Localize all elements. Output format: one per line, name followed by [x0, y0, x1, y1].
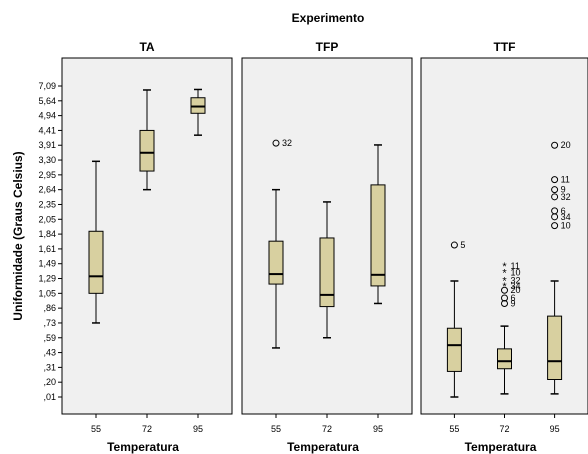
- y-tick-label: 3,30: [38, 155, 56, 165]
- outlier-label: 9: [511, 298, 516, 308]
- box-iqr: [191, 98, 205, 114]
- box-iqr: [140, 130, 154, 171]
- box-iqr: [548, 316, 562, 379]
- box-iqr: [89, 231, 103, 293]
- y-tick-label: ,73: [43, 318, 56, 328]
- panel-tfp: TFP 55 72 95 Temperatura 32: [242, 40, 412, 454]
- box-iqr: [447, 328, 461, 371]
- y-tick-label: 1,84: [38, 229, 56, 239]
- panel-title: TTF: [494, 40, 516, 54]
- y-tick-label: ,59: [43, 333, 56, 343]
- outlier-label: 32: [561, 192, 571, 202]
- outlier-label: 20: [561, 140, 571, 150]
- chart-title: Experimento: [292, 11, 365, 25]
- x-tick-label: 55: [91, 424, 101, 434]
- panel-title: TFP: [316, 40, 339, 54]
- x-tick-label: 55: [449, 424, 459, 434]
- y-tick-label: 7,09: [38, 81, 56, 91]
- x-tick-label: 95: [193, 424, 203, 434]
- x-tick-label: 55: [271, 424, 281, 434]
- box-iqr: [269, 241, 283, 284]
- y-tick-label: 4,94: [38, 111, 56, 121]
- y-tick-label: ,86: [43, 303, 56, 313]
- y-tick-label: 4,41: [38, 125, 56, 135]
- box-iqr: [498, 349, 512, 369]
- x-tick-label: 72: [142, 424, 152, 434]
- y-tick-label: 2,35: [38, 199, 56, 209]
- y-tick-label: 2,95: [38, 170, 56, 180]
- y-tick-label: 1,29: [38, 274, 56, 284]
- outlier-label: 32: [282, 138, 292, 148]
- x-tick-label: 95: [550, 424, 560, 434]
- x-axis-label: Temperatura: [287, 440, 359, 454]
- box-iqr: [371, 185, 385, 286]
- y-tick-label: 1,49: [38, 259, 56, 269]
- box-iqr: [320, 238, 334, 307]
- y-tick-label: 5,64: [38, 96, 56, 106]
- outlier-label: 10: [561, 221, 571, 231]
- y-tick-label: ,31: [43, 362, 56, 372]
- y-axis-label: Uniformidade (Graus Celsius): [11, 151, 25, 320]
- x-tick-label: 72: [322, 424, 332, 434]
- y-tick-label: 2,64: [38, 185, 56, 195]
- y-tick-label: 2,05: [38, 214, 56, 224]
- outlier-label: 5: [460, 240, 465, 250]
- y-tick-label: ,01: [43, 392, 56, 402]
- y-tick-label: 1,05: [38, 288, 56, 298]
- y-tick-label: 3,91: [38, 140, 56, 150]
- x-axis-label: Temperatura: [107, 440, 179, 454]
- x-tick-label: 72: [499, 424, 509, 434]
- panel-ta: TA 55 72 95 Temperatura: [62, 40, 232, 454]
- y-axis: 7,09 5,64 4,94 4,41 3,91 3,30 2,95 2,64 2,35 2,05…: [38, 81, 62, 402]
- panel-title: TA: [139, 40, 154, 54]
- y-tick-label: 1,61: [38, 244, 56, 254]
- y-tick-label: ,20: [43, 377, 56, 387]
- x-axis-label: Temperatura: [465, 440, 537, 454]
- panels-layer: 7,09 5,64 4,94 4,41 3,91 3,30 2,95 2,64 2,35 2,05…: [38, 40, 588, 454]
- outlier-label: 11: [561, 175, 570, 185]
- x-tick-label: 95: [373, 424, 383, 434]
- y-tick-label: ,43: [43, 348, 56, 358]
